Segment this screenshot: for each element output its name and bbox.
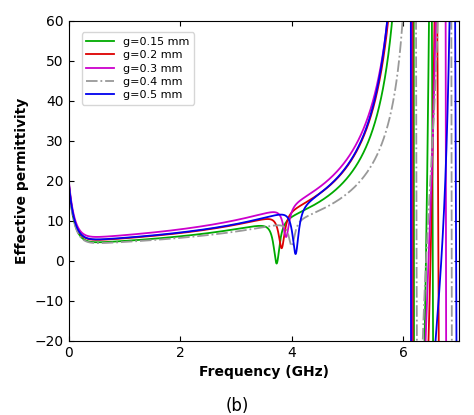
g=0.2 mm xyxy=(207,227,213,232)
Y-axis label: Effective permittivity: Effective permittivity xyxy=(15,98,29,264)
g=0.15 mm xyxy=(376,105,382,110)
g=0.5 mm xyxy=(207,226,213,231)
g=0.5 mm xyxy=(355,145,361,150)
g=0.15 mm xyxy=(456,409,462,414)
g=0.2 mm xyxy=(66,180,72,185)
g=0.5 mm xyxy=(376,78,382,83)
g=0.4 mm xyxy=(66,183,72,188)
g=0.5 mm xyxy=(314,193,319,198)
Line: g=0.2 mm: g=0.2 mm xyxy=(69,0,459,415)
g=0.15 mm xyxy=(85,239,91,244)
g=0.5 mm xyxy=(66,179,72,184)
g=0.5 mm xyxy=(297,223,302,228)
g=0.3 mm xyxy=(297,198,302,203)
Line: g=0.15 mm: g=0.15 mm xyxy=(69,0,459,415)
g=0.3 mm xyxy=(207,222,213,227)
g=0.2 mm xyxy=(297,204,302,209)
g=0.3 mm xyxy=(376,73,382,78)
g=0.2 mm xyxy=(314,193,319,198)
Line: g=0.5 mm: g=0.5 mm xyxy=(69,0,459,415)
Line: g=0.3 mm: g=0.3 mm xyxy=(69,0,459,415)
g=0.4 mm xyxy=(207,232,213,237)
g=0.15 mm xyxy=(314,201,319,206)
g=0.3 mm xyxy=(355,138,361,143)
g=0.3 mm xyxy=(66,177,72,182)
g=0.15 mm xyxy=(66,182,72,187)
X-axis label: Frequency (GHz): Frequency (GHz) xyxy=(199,365,329,379)
g=0.4 mm xyxy=(297,220,302,225)
g=0.2 mm xyxy=(355,146,361,151)
g=0.4 mm xyxy=(376,149,382,154)
Legend: g=0.15 mm, g=0.2 mm, g=0.3 mm, g=0.4 mm, g=0.5 mm: g=0.15 mm, g=0.2 mm, g=0.3 mm, g=0.4 mm,… xyxy=(82,32,194,105)
g=0.3 mm xyxy=(85,234,91,239)
g=0.2 mm xyxy=(376,81,382,86)
g=0.15 mm xyxy=(297,210,302,215)
Line: g=0.4 mm: g=0.4 mm xyxy=(69,0,459,415)
g=0.5 mm xyxy=(85,236,91,241)
g=0.2 mm xyxy=(85,237,91,242)
g=0.15 mm xyxy=(207,230,213,235)
g=0.3 mm xyxy=(314,187,319,192)
Text: (b): (b) xyxy=(225,397,249,415)
g=0.4 mm xyxy=(355,181,361,186)
g=0.15 mm xyxy=(355,160,361,165)
g=0.4 mm xyxy=(314,209,319,214)
g=0.4 mm xyxy=(85,239,91,244)
